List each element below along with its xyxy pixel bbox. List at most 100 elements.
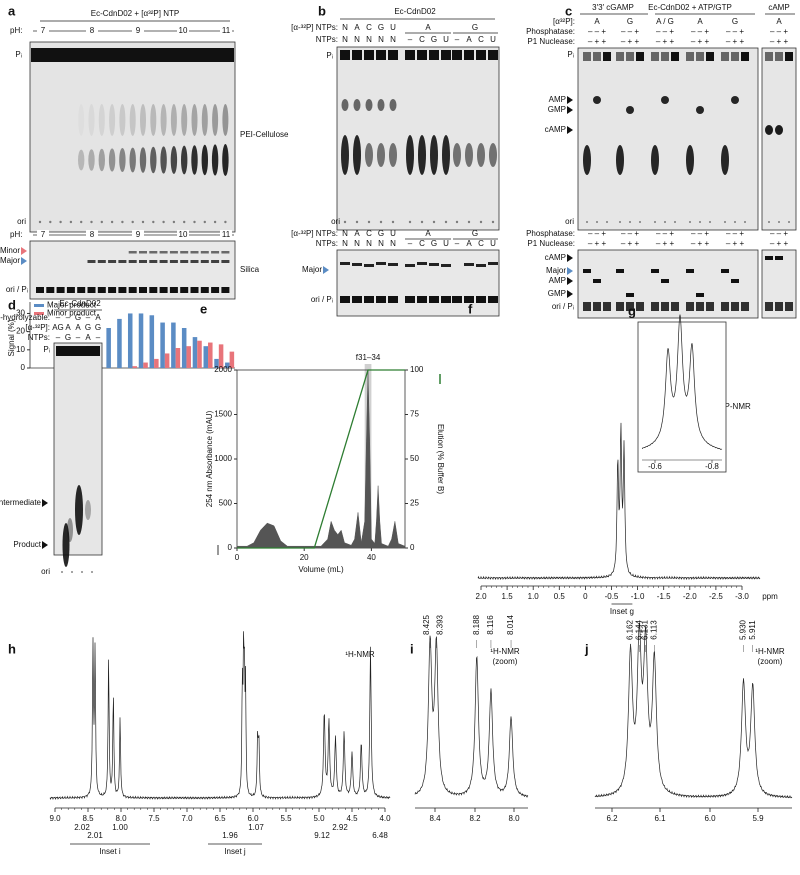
tick-label: -0.6 — [648, 462, 662, 471]
ph-value: 8 — [90, 230, 95, 239]
bar — [138, 313, 144, 368]
band — [85, 500, 91, 520]
band — [388, 50, 398, 60]
band — [429, 296, 439, 303]
band — [731, 52, 739, 61]
band — [706, 52, 714, 61]
lane-label: C — [478, 239, 484, 248]
label: [α-³²P]: — [25, 323, 50, 332]
ph-bg — [37, 230, 49, 240]
bar — [203, 346, 209, 368]
band — [180, 287, 189, 293]
ori-dot — [49, 220, 52, 224]
band — [731, 279, 739, 283]
label: [α³²P]: — [553, 17, 575, 26]
gel — [336, 249, 500, 317]
inset-label: Inset j — [224, 847, 246, 856]
band — [636, 52, 644, 61]
panel-label: f — [468, 301, 473, 316]
band — [476, 50, 486, 60]
ori-dot — [141, 220, 145, 224]
integral-value: 1.07 — [248, 823, 264, 832]
ori-dot — [744, 221, 746, 223]
lane-label: – — [408, 239, 413, 248]
band — [376, 50, 386, 60]
lane-label: N — [366, 239, 372, 248]
band — [377, 143, 385, 167]
ph-bg — [132, 230, 144, 240]
ph-bg — [86, 26, 98, 36]
band — [180, 260, 189, 263]
label: Major — [302, 265, 322, 274]
band — [489, 143, 497, 167]
pi-label: Pᵢ — [326, 51, 333, 60]
lane-label: G — [472, 229, 478, 238]
band — [200, 251, 209, 254]
band — [75, 485, 83, 535]
lane-label: U — [390, 229, 396, 238]
band — [686, 145, 694, 175]
band — [775, 302, 783, 311]
peak-label: 6.131 — [641, 619, 650, 640]
spectrum-subtitle: (zoom) — [493, 657, 518, 666]
band — [191, 145, 198, 175]
lane-label: G — [95, 323, 101, 332]
ori-dot — [709, 221, 711, 223]
band — [56, 346, 100, 356]
spectrum — [477, 422, 761, 581]
band — [488, 50, 498, 60]
lane-label: – — [408, 35, 413, 44]
peak-label: 8.116 — [486, 615, 495, 635]
lane-label: – + + — [770, 239, 789, 248]
lane-label: A — [354, 23, 360, 32]
tick-label: -0.5 — [605, 592, 619, 601]
lane-label: U — [443, 239, 449, 248]
ori-dot — [379, 220, 383, 224]
tick-label: 2.0 — [475, 592, 487, 601]
inset-label: Inset i — [99, 847, 121, 856]
label: Phosphatase: — [526, 229, 575, 238]
band — [696, 52, 704, 61]
panel-label: h — [8, 641, 16, 656]
tick-label: 1.0 — [528, 592, 540, 601]
bar — [149, 315, 155, 368]
lane-label: – + + — [588, 37, 607, 46]
band — [626, 106, 634, 114]
lane-label: AG — [52, 323, 64, 332]
tick-label: -0.8 — [705, 462, 719, 471]
band — [364, 264, 374, 267]
pi-label: Pᵢ — [43, 345, 50, 354]
panel-label: c — [565, 3, 572, 18]
band — [221, 260, 230, 263]
band — [775, 52, 783, 61]
tick-label: 5.5 — [280, 814, 292, 823]
ori-dot — [596, 221, 598, 223]
ori-dot — [80, 220, 83, 224]
ori-dot — [444, 220, 448, 224]
ori-dot — [467, 220, 471, 224]
band — [108, 148, 116, 172]
label: Silica — [240, 265, 260, 274]
lane-label: – — [86, 313, 91, 322]
band — [696, 293, 704, 297]
lane-label: C — [478, 35, 484, 44]
bar — [175, 348, 181, 368]
label: Ec-CdnD02 — [394, 7, 436, 16]
label: ori / Pᵢ — [6, 285, 28, 294]
band — [775, 256, 783, 260]
label: ori — [41, 567, 50, 576]
peak-label: 8.393 — [435, 614, 444, 635]
lane-label: – + + — [691, 37, 710, 46]
band — [765, 302, 773, 311]
band — [88, 104, 95, 136]
lane-label: N — [378, 239, 384, 248]
y-tick-label: 10 — [16, 345, 25, 354]
band — [129, 147, 136, 173]
band — [785, 52, 793, 61]
band — [180, 251, 189, 254]
band — [139, 287, 147, 293]
label: AMP — [549, 95, 566, 104]
lane-label: – + + — [588, 239, 607, 248]
band — [181, 104, 188, 136]
band — [364, 50, 374, 60]
